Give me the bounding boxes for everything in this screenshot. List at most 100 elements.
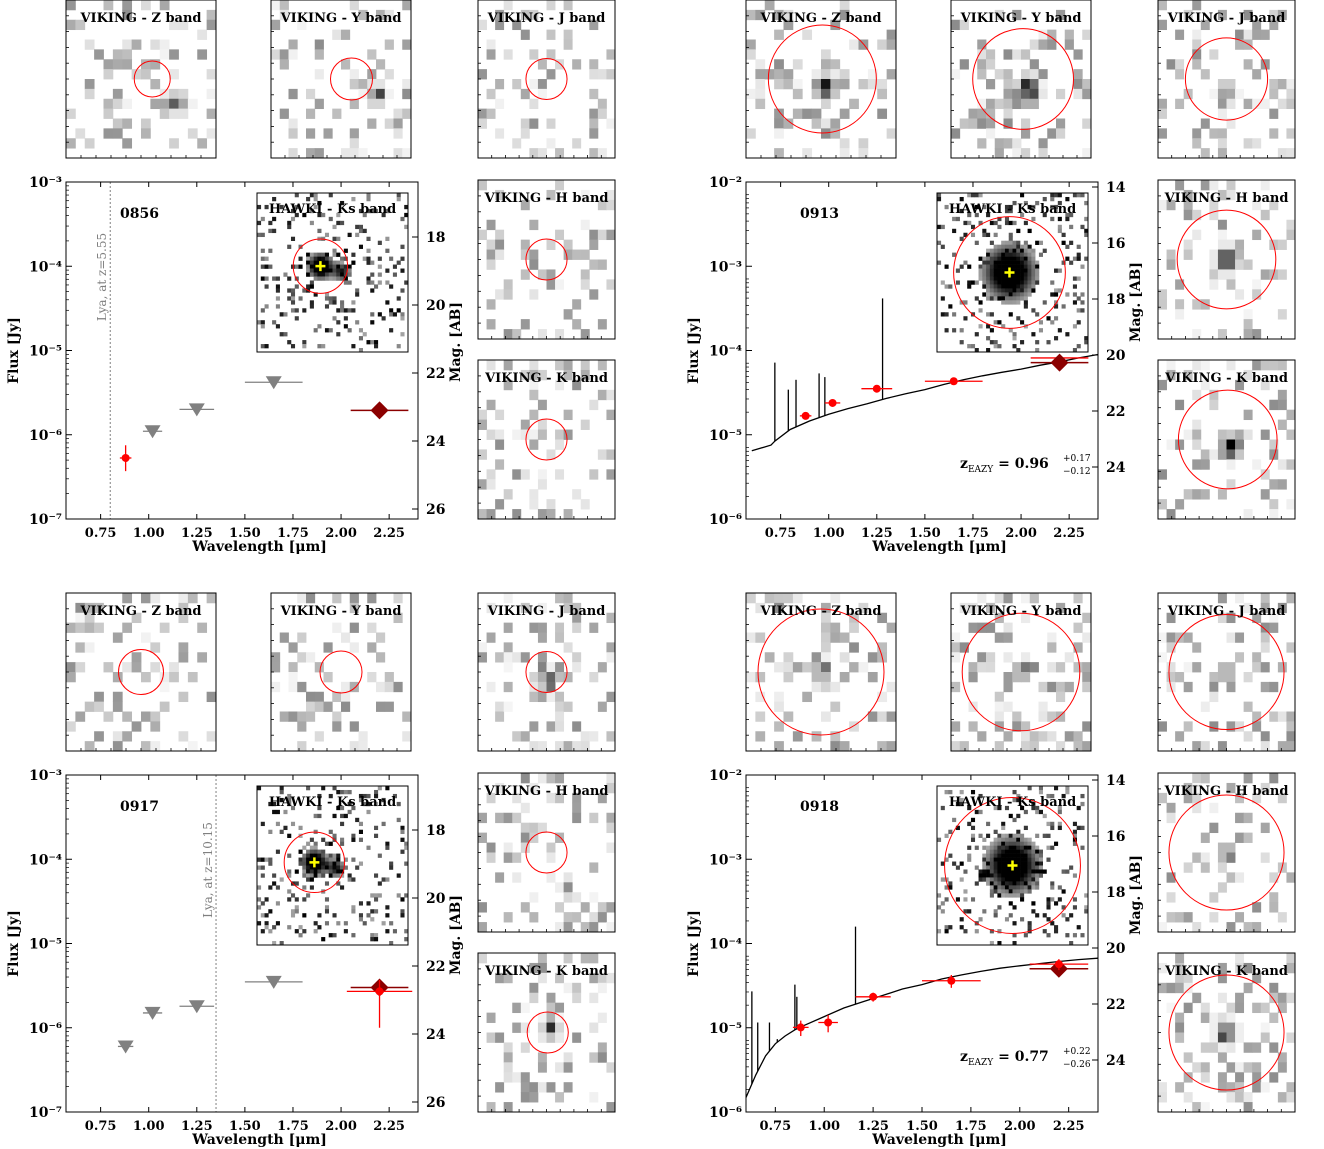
inset-pixel xyxy=(309,857,314,862)
stamp-pixel xyxy=(1029,79,1039,90)
mag-tick-label: 24 xyxy=(426,1027,446,1043)
stamp-pixel xyxy=(1269,982,1279,994)
stamp-pixel xyxy=(546,279,556,290)
inset-pixel xyxy=(328,328,333,333)
stamp-pixel xyxy=(977,98,987,110)
inset-pixel xyxy=(993,280,998,285)
inset-pixel xyxy=(347,280,352,285)
stamp-pixel xyxy=(197,138,208,149)
inset-pixel xyxy=(347,789,352,795)
stamp-pixel xyxy=(197,652,208,663)
stamp-pixel xyxy=(821,602,831,614)
stamp-pixel xyxy=(994,138,1004,149)
inset-pixel xyxy=(937,260,942,265)
stamp-pixel xyxy=(271,49,281,60)
stamp-pixel xyxy=(537,148,547,159)
inset-pixel xyxy=(1016,264,1021,269)
stamp-pixel xyxy=(606,642,616,653)
inset-pixel xyxy=(302,885,307,890)
inset-pixel xyxy=(997,877,1002,882)
stamp-pixel xyxy=(1192,439,1202,450)
inset-pixel xyxy=(963,232,968,238)
inset-pixel xyxy=(1065,292,1070,297)
stamp-pixel xyxy=(1286,79,1296,90)
inset-pixel xyxy=(400,913,405,918)
stamp-pixel xyxy=(977,69,987,80)
stamp-pixel xyxy=(1269,1042,1279,1053)
inset-pixel xyxy=(1027,861,1032,866)
inset-pixel xyxy=(1038,849,1043,854)
stamp-pixel xyxy=(1175,953,1185,964)
stamp-pixel xyxy=(830,59,841,70)
stamp-pixel xyxy=(486,842,496,853)
stamp-pixel xyxy=(580,953,590,964)
inset-pixel xyxy=(937,224,942,230)
inset-pixel xyxy=(1020,877,1025,882)
inset-pixel xyxy=(944,284,949,289)
stamp-pixel xyxy=(1183,199,1193,211)
inset-pixel xyxy=(298,256,303,261)
inset-pixel xyxy=(1061,905,1066,910)
inset-pixel xyxy=(1008,296,1013,301)
stamp-pixel xyxy=(877,79,888,90)
inset-pixel xyxy=(268,857,273,862)
inset-pixel xyxy=(385,268,390,273)
stamp-pixel xyxy=(821,632,831,643)
inset-pixel xyxy=(989,893,994,898)
inset-pixel xyxy=(306,260,311,265)
inset-pixel xyxy=(1031,256,1036,261)
stamp-pixel xyxy=(537,369,547,381)
inset-pixel xyxy=(986,348,991,353)
stamp-pixel xyxy=(537,652,547,663)
stamp-pixel xyxy=(986,118,996,129)
inset-pixel xyxy=(336,320,341,325)
stamp-pixel xyxy=(271,652,281,663)
stamp-pixel xyxy=(746,88,756,100)
stamp-pixel xyxy=(297,681,307,693)
inset-pixel xyxy=(1020,865,1025,870)
inset-pixel xyxy=(1016,813,1021,819)
inset-pixel xyxy=(1076,276,1081,281)
stamp-pixel xyxy=(512,138,522,149)
stamp-pixel xyxy=(314,148,324,159)
stamp-pixel xyxy=(529,1092,539,1103)
stamp-pixel xyxy=(1226,1042,1236,1053)
inset-pixel xyxy=(377,881,382,886)
inset-pixel xyxy=(1031,276,1036,281)
inset-pixel xyxy=(302,913,307,918)
x-tick-label: 1.25 xyxy=(857,1119,889,1134)
stamp-panel: VIKING - Z band xyxy=(745,0,897,159)
inset-pixel xyxy=(1072,284,1077,289)
inset-pixel xyxy=(355,817,360,823)
stamp-pixel xyxy=(402,731,412,742)
stamp-pixel xyxy=(1235,439,1245,450)
stamp-pixel xyxy=(821,128,831,139)
inset-pixel xyxy=(993,873,998,878)
inset-pixel xyxy=(336,212,341,218)
stamp-pixel xyxy=(1175,499,1185,510)
stamp-pixel xyxy=(1252,902,1262,913)
inset-pixel xyxy=(324,268,330,273)
stamp-pixel xyxy=(323,672,333,683)
stamp-pixel xyxy=(546,1002,556,1014)
stamp-pixel xyxy=(1235,953,1245,964)
stamp-pixel xyxy=(1073,88,1083,100)
inset-pixel xyxy=(404,893,409,898)
stamp-pixel xyxy=(1226,429,1236,440)
stamp-pixel xyxy=(1277,479,1287,490)
inset-pixel xyxy=(321,786,326,791)
stamp-pixel xyxy=(821,118,831,129)
stamp-pixel xyxy=(1260,269,1270,280)
stamp-pixel xyxy=(1183,862,1193,873)
stamp-pixel xyxy=(563,593,573,604)
inset-pixel xyxy=(366,256,371,261)
stamp-pixel xyxy=(384,118,394,129)
x-axis-label: Wavelength [μm] xyxy=(191,1132,327,1148)
inset-pixel xyxy=(1057,228,1062,234)
stamp-panel: VIKING - J band xyxy=(1157,0,1296,159)
inset-pixel xyxy=(313,857,318,862)
stamp-pixel xyxy=(1175,912,1185,923)
stamp-pixel xyxy=(1056,9,1066,21)
inset-pixel xyxy=(309,877,314,882)
inset-pixel xyxy=(396,193,401,198)
